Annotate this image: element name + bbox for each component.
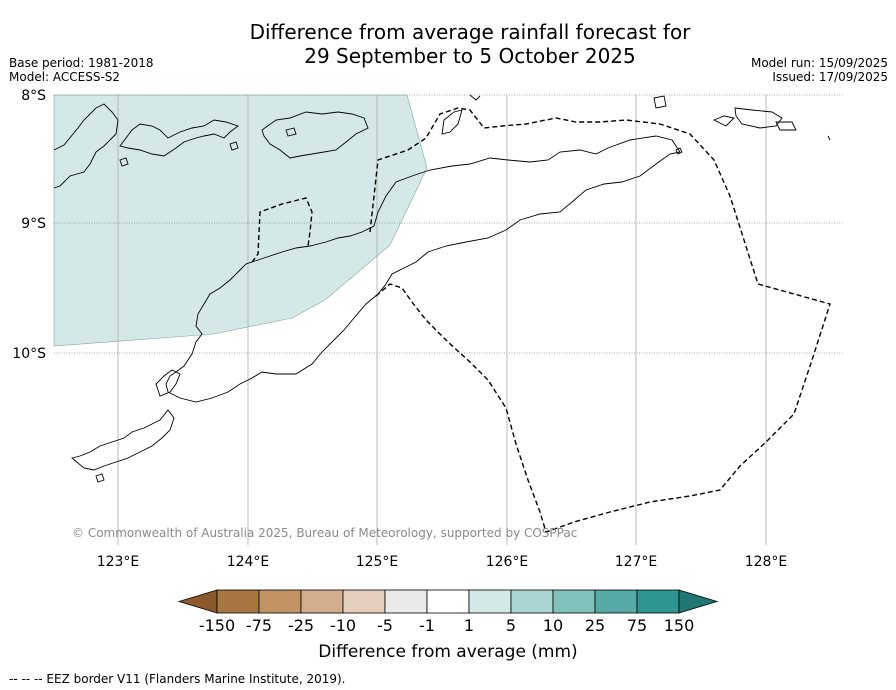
island-north-west bbox=[53, 103, 119, 189]
colorbar-label: Difference from average (mm) bbox=[318, 642, 577, 662]
colorbar-tick-label: -5 bbox=[377, 616, 393, 635]
issued-text: Issued: 17/09/2025 bbox=[772, 70, 888, 84]
colorbar-tick-label: 150 bbox=[664, 616, 695, 635]
copyright-text: © Commonwealth of Australia 2025, Bureau… bbox=[72, 526, 578, 540]
lon-label-125e: 125°E bbox=[356, 554, 399, 570]
model-text: Model: ACCESS-S2 bbox=[9, 70, 121, 84]
lat-label-10s: 10°S bbox=[12, 346, 46, 362]
savu-island bbox=[155, 369, 181, 397]
island-ne-6 bbox=[827, 135, 831, 141]
island-ne-3 bbox=[653, 95, 667, 109]
colorbar bbox=[177, 589, 719, 614]
model-run-text: Model run: 15/09/2025 bbox=[750, 56, 888, 70]
island-ne-4 bbox=[469, 94, 481, 101]
eez-footnote: -- -- -- EEZ border V11 (Flanders Marine… bbox=[9, 672, 346, 686]
island-small-3 bbox=[119, 157, 129, 167]
meta-left: Base period: 1981-2018 Model: ACCESS-S2 bbox=[9, 56, 154, 84]
colorbar-segment bbox=[300, 589, 344, 614]
colorbar-tick-label: -25 bbox=[288, 616, 314, 635]
colorbar-tick-label: -150 bbox=[199, 616, 235, 635]
eez-borders bbox=[251, 107, 831, 533]
colorbar-tick-label: -1 bbox=[419, 616, 435, 635]
base-period-text: Base period: 1981-2018 bbox=[9, 56, 154, 70]
title-line-2: 29 September to 5 October 2025 bbox=[304, 44, 636, 68]
lon-label-128e: 128°E bbox=[745, 554, 788, 570]
title-line-1: Difference from average rainfall forecas… bbox=[249, 20, 691, 44]
colorbar-tick-label: -10 bbox=[330, 616, 356, 635]
lon-label-127e: 127°E bbox=[615, 554, 658, 570]
lat-label-8s: 8°S bbox=[21, 88, 46, 104]
colorbar-segment bbox=[636, 589, 680, 614]
wetar-island bbox=[734, 107, 783, 129]
rote-island bbox=[71, 409, 175, 471]
colorbar-tick-label: 25 bbox=[585, 616, 605, 635]
islet-south bbox=[95, 473, 105, 483]
colorbar-segment bbox=[342, 589, 386, 614]
island-north-mid bbox=[119, 119, 239, 157]
colorbar-tick-label: 75 bbox=[627, 616, 647, 635]
map-title: Difference from average rainfall forecas… bbox=[0, 20, 896, 68]
colorbar-segment bbox=[258, 589, 302, 614]
colorbar-segment bbox=[594, 589, 638, 614]
colorbar-tick-label: 10 bbox=[543, 616, 563, 635]
eez-border-enclave bbox=[251, 197, 313, 263]
colorbar-arrow-right bbox=[678, 589, 719, 614]
colorbar-tick-label: 1 bbox=[464, 616, 474, 635]
colorbar-segment bbox=[552, 589, 596, 614]
eez-border-main bbox=[369, 107, 831, 533]
island-small-1 bbox=[285, 127, 297, 137]
lon-label-124e: 124°E bbox=[227, 554, 270, 570]
gridlines bbox=[54, 94, 843, 354]
shaded-region bbox=[53, 94, 428, 347]
colorbar-ticks: -150 -75 -25 -10 -5 -1 1 5 10 25 75 150 bbox=[199, 616, 694, 635]
colorbar-arrow-left bbox=[177, 589, 218, 614]
coastlines bbox=[53, 94, 831, 483]
colorbar-segment bbox=[384, 589, 428, 614]
island-ne-1 bbox=[712, 115, 735, 127]
island-ne-5 bbox=[441, 109, 463, 135]
colorbar-segment bbox=[216, 589, 260, 614]
colorbar-segment bbox=[426, 589, 470, 614]
meta-right: Model run: 15/09/2025 Issued: 17/09/2025 bbox=[751, 56, 888, 84]
island-ne-2 bbox=[775, 121, 797, 131]
colorbar-segment bbox=[468, 589, 512, 614]
islet-east bbox=[675, 147, 683, 155]
lon-label-126e: 126°E bbox=[486, 554, 529, 570]
lat-label-9s: 9°S bbox=[21, 216, 46, 232]
island-north-east bbox=[261, 111, 369, 159]
lon-label-123e: 123°E bbox=[97, 554, 140, 570]
colorbar-tick-label: -75 bbox=[246, 616, 272, 635]
colorbar-tick-label: 5 bbox=[506, 616, 516, 635]
colorbar-segment bbox=[510, 589, 554, 614]
island-small-2 bbox=[229, 141, 239, 151]
timor-island bbox=[165, 135, 681, 403]
